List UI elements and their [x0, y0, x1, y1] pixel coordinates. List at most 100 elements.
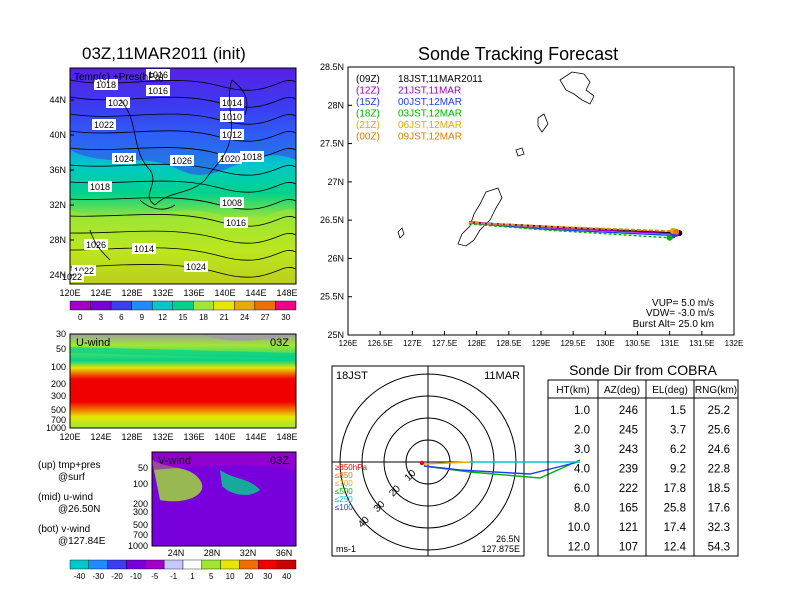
cobra-table-cell: 9.2 — [670, 464, 686, 476]
v-wind-colorbar-tick: 5 — [209, 572, 214, 581]
map-colorbar-tick: 24 — [240, 313, 249, 322]
map-cold-region — [70, 68, 296, 175]
tracking-y-tick-label: 26.5N — [320, 215, 344, 225]
cobra-table-frame — [547, 379, 739, 557]
cobra-table-cell: 1.5 — [670, 405, 686, 417]
tracking-y-ticks: 28.5N 28N 27.5N 27N 26.5N 26N 25.5N 25N — [320, 62, 352, 340]
legend-zulu: (15Z) — [356, 97, 380, 108]
map-x-tick-label: 140E — [214, 288, 235, 298]
cobra-header-cell: RNG(km) — [695, 385, 737, 396]
vdw-text: VDW= -3.0 m/s — [646, 308, 714, 319]
polar-time: 18JST — [336, 370, 368, 382]
v-wind-colorbar-swatch — [201, 559, 221, 570]
cobra-table-cell: 17.6 — [708, 503, 730, 515]
legend-zulu: (21Z) — [356, 120, 380, 131]
map-title: 03Z,11MAR2011 (init) — [82, 44, 246, 63]
cobra-table-cell: 6.2 — [670, 444, 686, 456]
trace-700 — [423, 461, 471, 465]
note-up-2: @surf — [58, 472, 85, 483]
v-wind-x-ticks: 24N 28N 32N 36N — [168, 548, 293, 558]
legend-zulu: (12Z) — [356, 86, 380, 97]
tracking-x-tick-label: 126E — [339, 339, 358, 348]
v-wind-time: 03Z — [270, 455, 289, 467]
u-wind-frame — [69, 333, 297, 429]
u-wind-x-tick-label: 144E — [245, 432, 266, 442]
v-wind-x-tick-label: 24N — [168, 548, 185, 558]
u-wind-x-ticks: 120E 124E 128E 132E 136E 140E 144E 148E — [59, 432, 297, 442]
cobra-table-cell: 1.0 — [574, 405, 590, 417]
v-wind-colorbar-tick: 20 — [244, 572, 253, 581]
cobra-table-cell: 18.5 — [708, 483, 730, 495]
cobra-header-cell: AZ(deg) — [604, 385, 640, 396]
isobar-label-bg — [224, 217, 248, 228]
tracking-y-tick-label: 28.5N — [320, 62, 344, 72]
tracking-x-tick-label: 126.5E — [367, 339, 392, 348]
isobar-label: 1016 — [148, 86, 168, 96]
u-wind-x-tick-label: 136E — [183, 432, 204, 442]
cobra-table-cell: 8.0 — [574, 503, 590, 515]
isobar-label-bg — [132, 243, 156, 254]
cobra-table-cell: 4.0 — [574, 464, 590, 476]
v-wind-colorbar-swatch — [69, 559, 90, 570]
map-y-tick-label: 36N — [49, 165, 66, 175]
cobra-table-cell: 222 — [619, 483, 638, 495]
isobar-label-bg — [112, 153, 136, 164]
map-x-tick-label: 136E — [183, 288, 204, 298]
polar-level-label: ≤500 — [335, 487, 353, 496]
v-wind-y-tick-label: 50 — [138, 463, 148, 473]
sonde-track-line — [468, 223, 670, 239]
v-wind-colorbar-swatch — [107, 559, 127, 570]
sonde-tracks — [468, 220, 683, 241]
u-wind-x-tick-label: 148E — [276, 432, 297, 442]
cobra-table-cell: 17.8 — [664, 483, 686, 495]
u-wind-y-tick-label: 100 — [51, 362, 66, 372]
isobar-label-bg — [240, 151, 264, 162]
legend-local-time: 09JST,12MAR — [398, 132, 462, 143]
map-x-tick-label: 120E — [59, 288, 80, 298]
isobar-label: 1016 — [226, 218, 246, 228]
map-colorbar-swatch — [110, 300, 132, 311]
isobar-label: 1010 — [222, 112, 242, 122]
legend-zulu: (09Z) — [356, 74, 380, 85]
isobar-label-bg — [84, 239, 108, 250]
v-wind-colorbar: -40 -30 -20 -10 -5 -1 1 5 10 20 30 40 — [69, 559, 297, 581]
isobar-line — [69, 247, 297, 261]
map-colorbar-swatch — [275, 300, 297, 311]
sonde-landing-point — [666, 234, 673, 241]
tracking-x-tick-label: 129.5E — [560, 339, 585, 348]
isobar-lines — [69, 79, 297, 278]
cobra-table-cell: 10.0 — [568, 522, 590, 534]
v-wind-colorbar-tick: -20 — [111, 572, 123, 581]
map-y-tick-label: 32N — [49, 200, 66, 210]
cobra-table-cell: 22.8 — [708, 464, 730, 476]
polar-level-label: ≤700 — [335, 479, 353, 488]
legend-local-time: 18JST,11MAR2011 — [398, 74, 483, 85]
cobra-table-cell: 25.8 — [664, 503, 686, 515]
v-wind-y-tick-label: 1000 — [128, 541, 148, 551]
map-x-tick-label: 128E — [121, 288, 142, 298]
legend-zulu: (18Z) — [356, 109, 380, 120]
v-wind-x-tick-label: 32N — [240, 548, 257, 558]
cobra-header-cell: HT(km) — [556, 385, 589, 396]
legend-zulu: (00Z) — [356, 132, 380, 143]
trace-100 — [423, 461, 579, 475]
isobar-label: 1014 — [134, 244, 154, 254]
v-wind-colorbar-tick: 10 — [226, 572, 235, 581]
tracking-y-tick-label: 27.5N — [320, 139, 344, 149]
note-mid-2: @26.50N — [58, 504, 100, 515]
tracking-x-tick-label: 129E — [532, 339, 551, 348]
tracking-x-tick-label: 131.5E — [689, 339, 714, 348]
isobar-label: 1018 — [96, 80, 116, 90]
map-x-tick-label: 132E — [152, 288, 173, 298]
cobra-table-cell: 245 — [619, 425, 638, 437]
v-wind-colorbar-tick: -30 — [92, 572, 104, 581]
map-x-tick-label: 148E — [276, 288, 297, 298]
u-wind-x-tick-label: 120E — [59, 432, 80, 442]
map-colorbar-tick: 27 — [261, 313, 270, 322]
map-y-tick-label: 28N — [49, 235, 66, 245]
cobra-table-cell: 25.6 — [708, 425, 730, 437]
